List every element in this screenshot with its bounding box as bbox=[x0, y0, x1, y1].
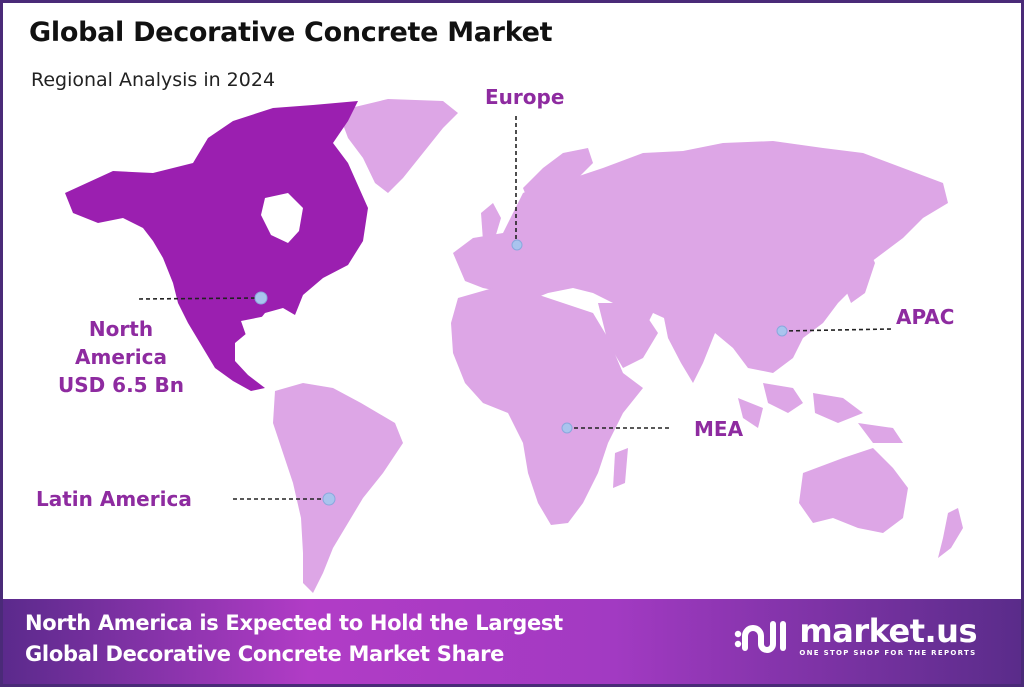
brand-name: market.us bbox=[799, 612, 977, 650]
greenland-shape bbox=[338, 99, 458, 193]
north-america-shape bbox=[65, 101, 368, 391]
arabia-shape bbox=[598, 303, 658, 368]
mea-marker bbox=[561, 422, 573, 434]
page-title: Global Decorative Concrete Market bbox=[29, 17, 553, 48]
label-europe: Europe bbox=[485, 85, 565, 109]
label-north-america: North America USD 6.5 Bn bbox=[41, 315, 201, 399]
banner-line-1: North America is Expected to Hold the La… bbox=[25, 611, 563, 635]
new-zealand-shape bbox=[938, 508, 963, 558]
brand-logo[interactable]: market.us ONE STOP SHOP FOR THE REPORTS bbox=[733, 615, 977, 657]
europe-marker bbox=[511, 239, 523, 251]
hudson-bay bbox=[261, 193, 303, 243]
label-north-america-line1: North bbox=[88, 317, 154, 341]
gulf-of-mexico bbox=[241, 315, 293, 348]
sea-islands-shape bbox=[738, 383, 903, 443]
page-subtitle: Regional Analysis in 2024 bbox=[31, 69, 276, 91]
australia-shape bbox=[799, 448, 908, 533]
africa-shape bbox=[451, 288, 643, 525]
label-north-america-value: USD 6.5 Bn bbox=[57, 373, 185, 397]
india-shape bbox=[663, 308, 715, 383]
world-map bbox=[65, 99, 963, 593]
north-america-connector bbox=[138, 297, 260, 300]
japan-shape bbox=[845, 241, 875, 303]
brand-text: market.us ONE STOP SHOP FOR THE REPORTS bbox=[799, 615, 977, 657]
eurasia-shape bbox=[453, 141, 948, 373]
south-america-shape bbox=[273, 383, 403, 593]
footer-banner: North America is Expected to Hold the La… bbox=[3, 599, 1021, 684]
madagascar-shape bbox=[613, 448, 628, 488]
scandinavia-shape bbox=[523, 148, 593, 218]
apac-marker bbox=[776, 325, 788, 337]
north-america-marker bbox=[254, 291, 268, 305]
uk-shape bbox=[481, 203, 501, 241]
label-latin-america: Latin America bbox=[36, 487, 192, 511]
banner-line-2: Global Decorative Concrete Market Share bbox=[25, 642, 505, 666]
market-us-logo-icon bbox=[735, 621, 787, 653]
label-mea: MEA bbox=[694, 417, 744, 441]
label-apac: APAC bbox=[896, 305, 955, 329]
latin-america-marker bbox=[322, 492, 336, 506]
banner-headline: North America is Expected to Hold the La… bbox=[25, 608, 563, 670]
brand-tagline: ONE STOP SHOP FOR THE REPORTS bbox=[799, 649, 977, 657]
label-north-america-line2: America bbox=[75, 345, 167, 369]
